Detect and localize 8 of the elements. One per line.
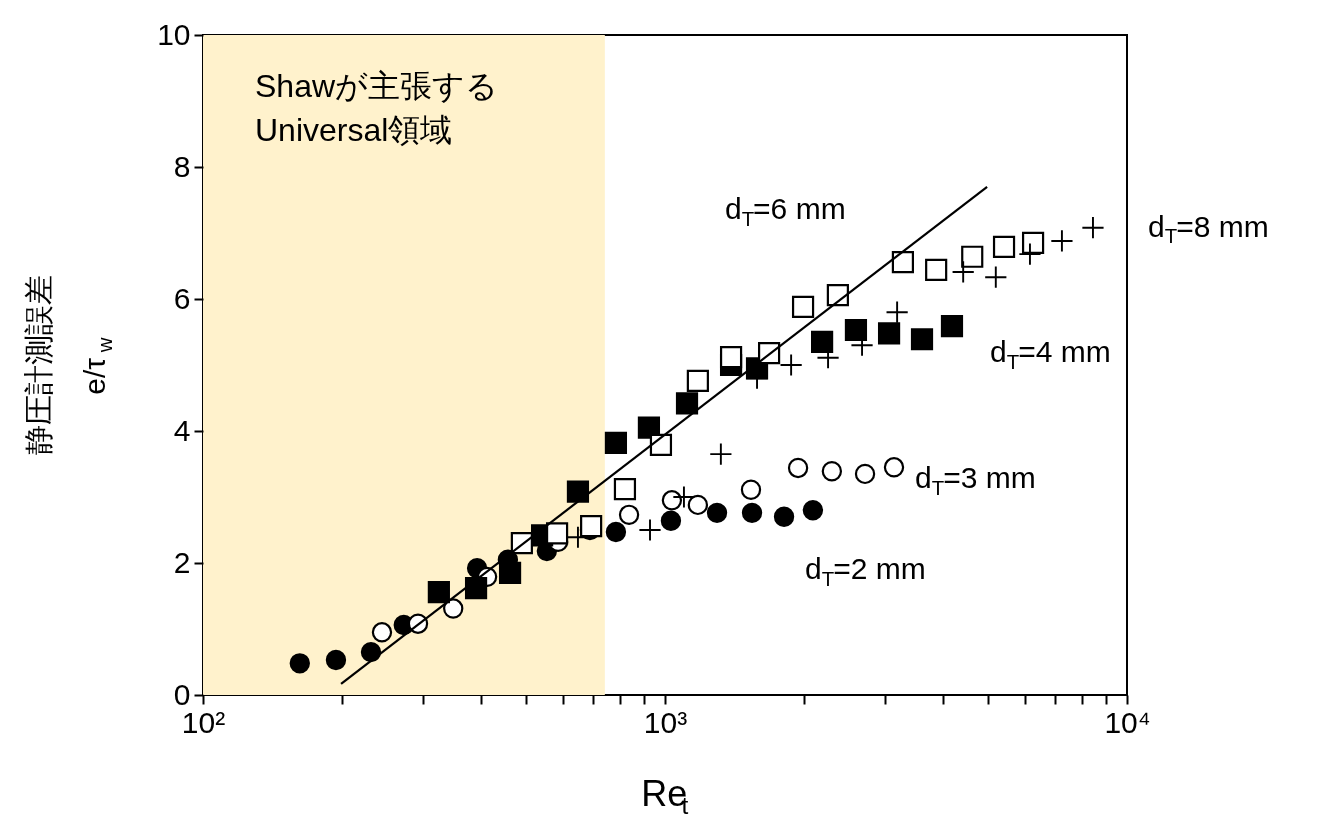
x-tick-label: 10⁴ (1104, 705, 1151, 739)
y-tick-label: 8 (173, 149, 191, 183)
band-label: Shawが主張する Universal領域 (255, 68, 499, 148)
y-tick-label: 4 (173, 413, 191, 447)
y-tick-label: 2 (173, 545, 191, 579)
y-tick-label: 6 (173, 281, 191, 315)
y-tick-label: 10 (157, 17, 191, 51)
x-tick-label: 10³ (643, 705, 688, 739)
